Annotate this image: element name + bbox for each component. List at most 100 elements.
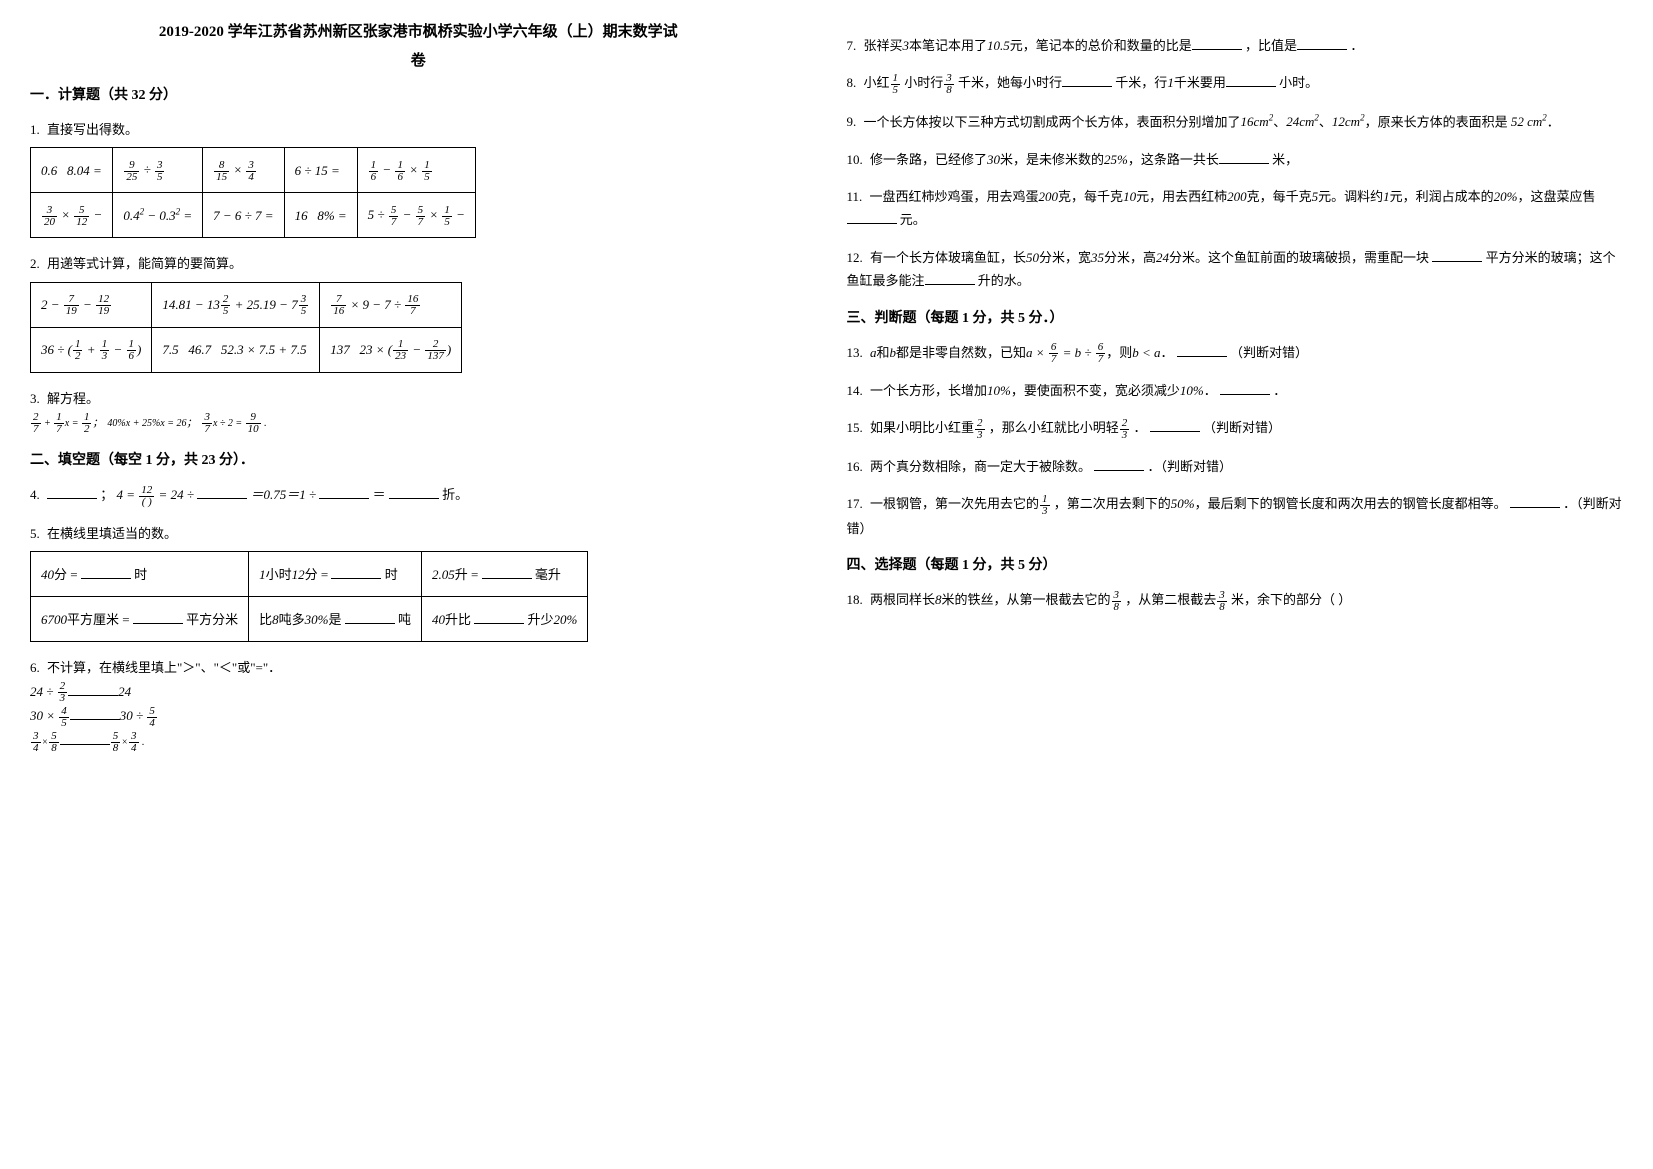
question-9: 9. 一个长方体按以下三种方式切割成两个长方体，表面积分别增加了16cm2、24… [847,110,1624,134]
q8-e: 小时。 [1279,75,1318,90]
question-13: 13. a和b都是非零自然数，已知a × 67 = b ÷ 67，则b < a．… [847,341,1624,366]
t1-r2c1: 320 × 512 − [31,193,113,238]
q11-b: 元。 [900,212,926,227]
q17-blank [1510,494,1560,508]
q4-math: 4 = 12( ) = 24 ÷ [117,487,198,502]
q5-table: 40分 = 时 1小时12分 = 时 2.05升 = 毫升 6700平方厘米 =… [30,551,588,642]
t5-r1c2: 1小时12分 = 时 [249,552,422,597]
q4-b: ＝0.75＝1 ÷ [250,487,316,502]
q3-num: 3. [30,391,40,406]
q2-num: 2. [30,256,40,271]
q11-a: 一盘西红柿炒鸡蛋，用去鸡蛋200克，每千克10元，用去西红柿200克，每千克5元… [870,189,1596,204]
q4-blank4 [389,485,439,499]
q14-blank [1220,381,1270,395]
q4-c: ＝ [373,487,386,502]
q7-a: 张祥买3本笔记本用了10.5元，笔记本的总价和数量的比是 [864,38,1192,53]
t5-r2c2: 比8吨多30%是 吨 [249,597,422,642]
q14-b: ． [1273,383,1286,398]
q13-blank [1177,343,1227,357]
question-16: 16. 两个真分数相除，商一定大于被除数。 ．（判断对错） [847,455,1624,478]
t5-b1 [81,565,131,579]
q6-l2: 30 × 4530 ÷ 54 [30,708,158,723]
question-6: 6. 不计算，在横线里填上"＞"、"＜"或"="． 24 ÷ 2324 30 ×… [30,656,807,754]
q1-text: 直接写出得数。 [47,122,138,137]
q2-text: 用递等式计算，能简算的要简算。 [47,256,242,271]
q8-d: 千米，行1千米要用 [1115,75,1226,90]
question-8: 8. 小红15 小时行38 千米，她每小时行 千米，行1千米要用 小时。 [847,71,1624,96]
q8-b: 小时行 [904,75,943,90]
q6-l1: 24 ÷ 2324 [30,684,131,699]
question-7: 7. 张祥买3本笔记本用了10.5元，笔记本的总价和数量的比是 ，比值是 ． [847,34,1624,57]
q11-num: 11. [847,189,863,204]
q18-b: ，从第二根截去 [1125,592,1216,607]
q15-c: ． [1134,420,1147,435]
q16-blank [1094,457,1144,471]
section-4-head: 四、选择题（每题 1 分，共 5 分） [847,554,1624,574]
q16-b: ．（判断对错） [1148,459,1233,474]
q4-d: 折。 [442,487,468,502]
q15-blank [1150,418,1200,432]
q10-b: 米， [1272,152,1298,167]
q9-a: 一个长方体按以下三种方式切割成两个长方体，表面积分别增加了16cm2、24cm2… [864,114,1560,129]
t2-r1c1: 2 − 719 − 1219 [31,282,152,327]
right-column: 7. 张祥买3本笔记本用了10.5元，笔记本的总价和数量的比是 ，比值是 ． 8… [847,20,1624,768]
t5-b2 [331,565,381,579]
q13-a: a和b都是非零自然数，已知a × 67 = b ÷ 67，则b < a． [870,345,1174,360]
q4-a: ； [100,487,113,502]
question-2: 2. 用递等式计算，能简算的要简算。 2 − 719 − 1219 14.81 … [30,252,807,372]
q13-num: 13. [847,345,863,360]
q1-num: 1. [30,122,40,137]
q3-text: 解方程。 [47,391,99,406]
q18-a: 两根同样长8米的铁丝，从第一根截去它的 [870,592,1111,607]
t5-b5 [345,610,395,624]
section-3-head: 三、判断题（每题 1 分，共 5 分．） [847,307,1624,327]
t5-r1c1: 40分 = 时 [31,552,249,597]
q10-a: 修一条路，已经修了30米，是未修米数的25%，这条路一共长 [870,152,1219,167]
t2-r1c3: 716 × 9 − 7 ÷ 167 [320,282,462,327]
t2-r2c2: 7.5 46.7 52.3 × 7.5 + 7.5 [152,327,320,372]
q7-b: ，比值是 [1245,38,1297,53]
q18-num: 18. [847,592,863,607]
q5-text: 在横线里填适当的数。 [47,526,177,541]
q11-blank [847,210,897,224]
question-5: 5. 在横线里填适当的数。 40分 = 时 1小时12分 = 时 2.05升 =… [30,522,807,642]
q12-c: 升的水。 [978,273,1030,288]
q5-num: 5. [30,526,40,541]
q6-l3: 34×5858×34 . [30,737,145,748]
q12-a: 有一个长方体玻璃鱼缸，长50分米，宽35分米，高24分米。这个鱼缸前面的玻璃破损… [870,250,1429,265]
t2-r2c3: 137 23 × (123 − 2137) [320,327,462,372]
t2-r2c1: 36 ÷ (12 + 13 − 16) [31,327,152,372]
question-17: 17. 一根钢管，第一次先用去它的13 ，第二次用去剩下的50%，最后剩下的钢管… [847,492,1624,540]
q12-num: 12. [847,250,863,265]
q4-blank3 [319,485,369,499]
t5-r2c3: 40升比 升少20% [422,597,588,642]
q7-num: 7. [847,38,857,53]
t5-r2c1: 6700平方厘米 = 平方分米 [31,597,249,642]
t5-r1c3: 2.05升 = 毫升 [422,552,588,597]
q7-blank2 [1297,36,1347,50]
q12-blank1 [1432,248,1482,262]
q8-a: 小红 [864,75,890,90]
q17-num: 17. [847,496,863,511]
q8-blank1 [1062,73,1112,87]
q4-blank2 [197,485,247,499]
t5-b4 [133,610,183,624]
exam-subtitle: 卷 [30,49,807,70]
t5-b6 [474,610,524,624]
q15-b: ，那么小红就比小明轻 [989,420,1119,435]
q16-num: 16. [847,459,863,474]
question-1: 1. 直接写出得数。 0.6 8.04 = 925 ÷ 35 815 × 34 … [30,118,807,238]
q12-blank2 [925,271,975,285]
question-12: 12. 有一个长方体玻璃鱼缸，长50分米，宽35分米，高24分米。这个鱼缸前面的… [847,246,1624,293]
q13-b: （判断对错） [1230,345,1308,360]
question-15: 15. 如果小明比小红重23 ，那么小红就比小明轻23 ． （判断对错） [847,416,1624,441]
t1-r1c1: 0.6 8.04 = [31,148,113,193]
t1-r2c2: 0.42 − 0.32 = [113,193,203,238]
q17-a: 一根钢管，第一次先用去它的 [870,496,1039,511]
q8-c: 千米，她每小时行 [958,75,1062,90]
t1-r1c3: 815 × 34 [203,148,284,193]
q15-a: 如果小明比小红重 [870,420,974,435]
q18-c: 米，余下的部分（ ） [1231,592,1351,607]
t1-r2c5: 5 ÷ 57 − 57 × 15 − [357,193,475,238]
q6-num: 6. [30,660,40,675]
